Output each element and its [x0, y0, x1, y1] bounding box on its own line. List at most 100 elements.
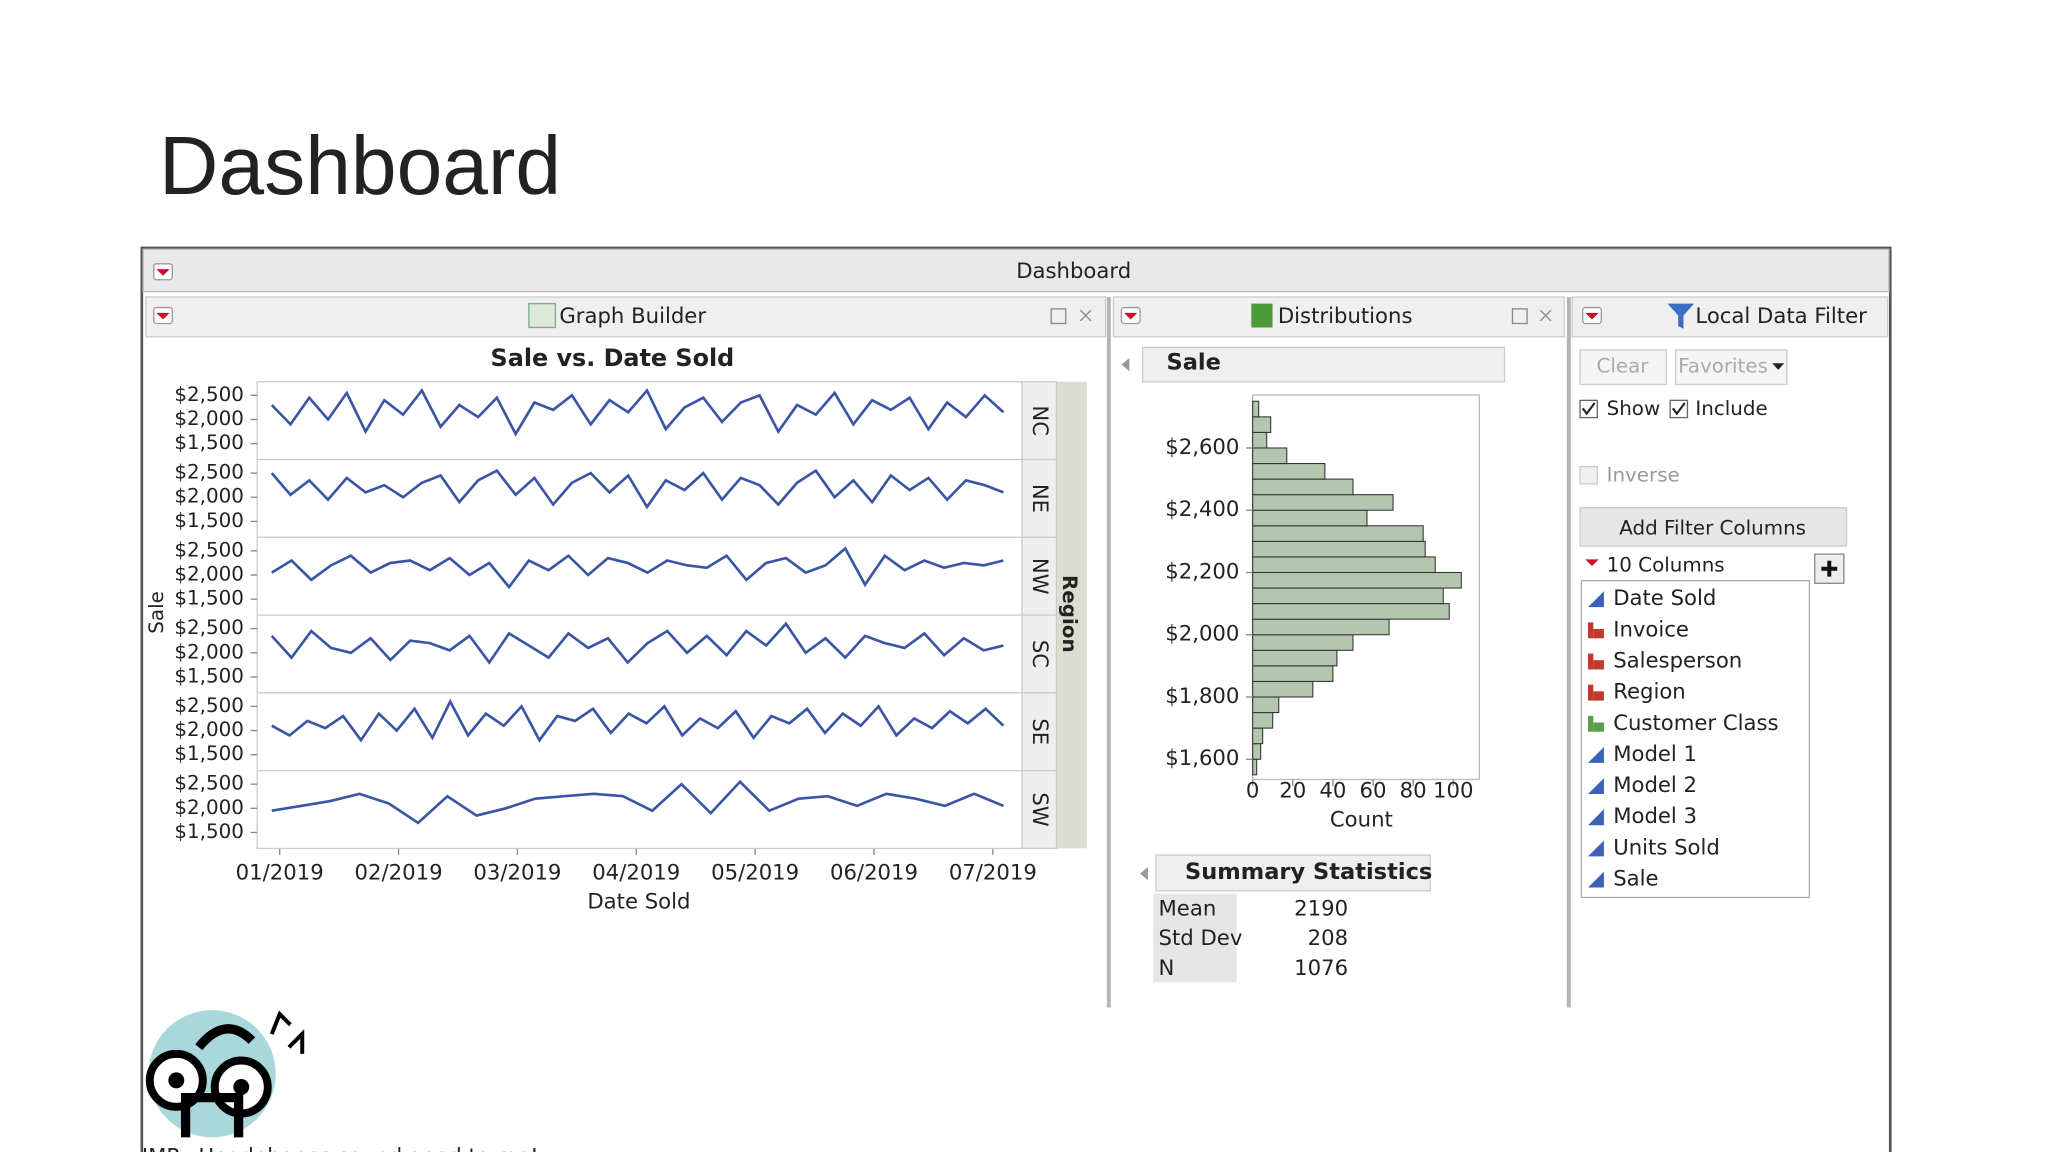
facet-strip	[1021, 381, 1058, 461]
filter-icon	[1667, 303, 1695, 329]
disclosure[interactable]	[1121, 357, 1130, 372]
column-list	[1580, 579, 1811, 899]
y-tick-label: $1,500	[174, 587, 244, 610]
group-strip	[1056, 381, 1087, 849]
outline-header	[1155, 854, 1431, 892]
outline-header	[1141, 346, 1506, 383]
checkbox-label: Show	[1607, 397, 1661, 420]
slide-title: Dashboard	[159, 121, 561, 212]
bar	[1252, 509, 1368, 527]
dropdown-arrow	[1772, 363, 1785, 370]
series-line	[271, 546, 1004, 590]
bar	[1252, 447, 1288, 465]
stat-label: N	[1159, 955, 1175, 980]
column-icon	[1588, 746, 1604, 763]
column-icon	[1588, 684, 1594, 701]
button-label: Clear	[1597, 355, 1650, 378]
checkbox-label: Inverse	[1607, 463, 1680, 486]
maximize[interactable]	[1511, 308, 1528, 325]
y-tick-label: $2,000	[174, 407, 244, 430]
column-item[interactable]: Date Sold	[1613, 585, 1716, 610]
graph-builder-icon	[528, 302, 557, 329]
y-tick-label: $2,200	[1165, 558, 1239, 583]
window-titlebar	[142, 248, 1890, 293]
bar	[1252, 400, 1260, 418]
y-tick-label: $2,000	[174, 485, 244, 508]
column-icon	[1593, 629, 1604, 639]
dropdown[interactable]	[1674, 349, 1788, 386]
button[interactable]	[1579, 507, 1848, 547]
series-line	[271, 779, 1004, 825]
y-tick-label: $1,500	[174, 509, 244, 532]
column-item[interactable]: Customer Class	[1613, 710, 1778, 735]
button-label: Add Filter Columns	[1619, 516, 1806, 539]
bar	[1252, 587, 1444, 605]
column-item[interactable]: Region	[1613, 679, 1686, 704]
column-icon	[1588, 622, 1594, 639]
panel-title: Distributions	[1278, 303, 1413, 328]
x-tick-label: 01/2019	[236, 860, 324, 885]
bar	[1252, 618, 1390, 636]
column-item[interactable]: Sale	[1613, 866, 1658, 891]
panel-header	[1571, 296, 1889, 338]
bar	[1252, 571, 1462, 589]
facet-strip	[1021, 536, 1058, 616]
panel-title: Graph Builder	[559, 303, 706, 328]
column-item[interactable]: Model 3	[1613, 803, 1697, 828]
x-axis-label: Date Sold	[587, 889, 690, 914]
y-tick-label: $2,000	[174, 718, 244, 741]
facet-label: SW	[1028, 792, 1053, 826]
window-title: Dashboard	[1016, 258, 1131, 283]
check	[1581, 402, 1596, 416]
y-tick-label: $1,600	[1165, 745, 1239, 770]
panel-header	[145, 296, 1107, 338]
outline-title: Summary Statistics	[1185, 859, 1432, 885]
series-line	[270, 468, 1004, 510]
column-item[interactable]: Model 1	[1613, 741, 1697, 766]
stat-value: 1076	[1294, 955, 1348, 980]
divider	[1566, 296, 1571, 1008]
logo-pupil	[168, 1072, 185, 1089]
table-label-column	[1153, 893, 1237, 983]
column-icon	[1588, 809, 1604, 826]
caption: JMPy Headphones sound good to me!	[140, 1143, 539, 1152]
bar	[1252, 431, 1268, 449]
close[interactable]	[1079, 309, 1092, 322]
bar	[1252, 758, 1258, 776]
facet-strip	[1021, 458, 1058, 539]
close[interactable]	[1539, 309, 1552, 322]
bar	[1252, 696, 1280, 714]
disclosure[interactable]	[1139, 866, 1148, 881]
y-tick-label: $2,000	[1165, 621, 1239, 646]
button[interactable]	[1579, 349, 1667, 386]
bar	[1252, 649, 1338, 667]
column-item[interactable]: Salesperson	[1613, 647, 1742, 672]
y-tick-label: $1,500	[174, 431, 244, 454]
logo	[145, 1010, 305, 1138]
bar	[1252, 478, 1354, 496]
bar	[1252, 525, 1424, 542]
facet-label: NC	[1028, 405, 1053, 436]
x-tick-label: 04/2019	[592, 860, 680, 885]
outline-title: Sale	[1166, 350, 1220, 376]
column-item[interactable]: Model 2	[1613, 772, 1697, 797]
facet-panel	[256, 692, 1023, 772]
checkbox[interactable]	[1579, 465, 1598, 485]
facet-label: NW	[1028, 558, 1053, 595]
panel-controls[interactable]	[1050, 308, 1552, 325]
column-item[interactable]: Units Sold	[1613, 834, 1720, 859]
maximize[interactable]	[1050, 308, 1067, 325]
bar	[1252, 603, 1450, 620]
stat-label: Mean	[1159, 895, 1217, 920]
y-tick-label: $2,400	[1165, 496, 1239, 521]
x-tick-label: 02/2019	[355, 860, 443, 885]
bar	[1252, 463, 1326, 480]
series-line	[270, 388, 1005, 437]
column-icon	[1588, 778, 1604, 795]
bar	[1252, 743, 1262, 760]
column-item[interactable]: Invoice	[1613, 616, 1689, 641]
y-tick-label: $2,500	[174, 538, 244, 561]
y-tick-label: $2,000	[174, 640, 244, 663]
